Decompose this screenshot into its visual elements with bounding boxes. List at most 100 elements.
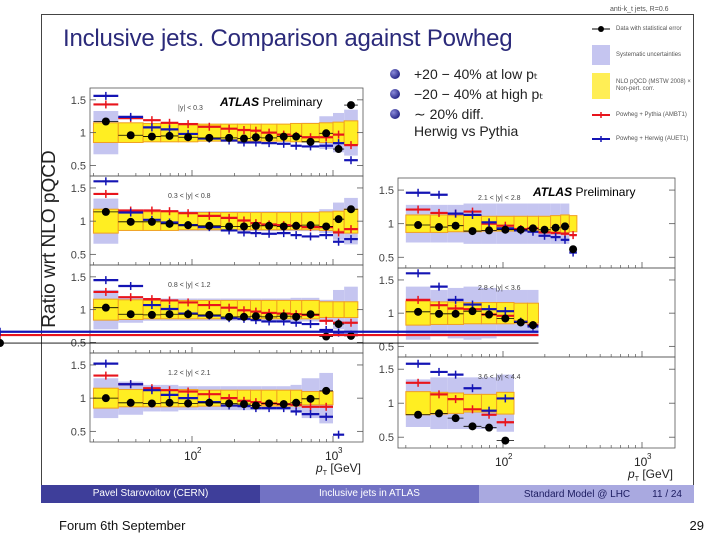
- data-point: [251, 133, 260, 142]
- data-point: [239, 222, 248, 231]
- x-axis-unit: [GeV]: [639, 467, 673, 481]
- data-point: [485, 226, 494, 235]
- x-tick-label: 10: [184, 449, 198, 463]
- data-point: [451, 309, 460, 318]
- data-point: [0, 339, 4, 348]
- footer-talk-title: Inclusive jets in ATLAS: [260, 485, 479, 503]
- data-point: [225, 399, 234, 408]
- legend-entry-data: Data with statistical error: [592, 21, 702, 37]
- data-point: [205, 398, 214, 407]
- nlo-band: [332, 301, 345, 319]
- data-point: [184, 399, 193, 408]
- data-point: [501, 436, 510, 445]
- data-point: [334, 215, 343, 224]
- data-point: [414, 307, 423, 316]
- data-point: [528, 224, 537, 233]
- atlas-word: ATLAS: [532, 185, 575, 199]
- nlo-band: [568, 215, 578, 233]
- x-tick-label: 10: [325, 449, 339, 463]
- data-point: [334, 145, 343, 154]
- data-point: [239, 134, 248, 143]
- panel-rapidity-label: 0.3 < |y| < 0.8: [168, 193, 211, 200]
- data-point: [346, 101, 355, 110]
- data-point: [292, 132, 301, 141]
- bullet-icon: [390, 89, 400, 99]
- data-point: [451, 414, 460, 423]
- bullet-item: ∼ 20% diff. Herwig vs Pythia: [388, 106, 588, 140]
- data-point: [540, 225, 549, 234]
- data-point: [251, 312, 260, 321]
- data-point: [435, 223, 444, 232]
- data-point: [165, 131, 174, 140]
- data-point: [435, 409, 444, 418]
- footer-conference: Standard Model @ LHC: [523, 488, 631, 500]
- data-point: [292, 398, 301, 407]
- x-axis-subscript: T: [323, 470, 328, 477]
- panel-frame: [397, 356, 676, 449]
- data-point: [516, 225, 525, 234]
- page-caption: Forum 6th September: [59, 518, 186, 533]
- data-point: [165, 219, 174, 228]
- legend-entry-syst: Systematic uncertainties: [592, 45, 702, 65]
- data-point: [501, 225, 510, 234]
- data-point: [306, 221, 315, 230]
- y-tick-label: 0.5: [71, 249, 86, 261]
- panel-rapidity-label: |y| < 0.3: [178, 105, 203, 112]
- slide-title: Inclusive jets. Comparison against Powhe…: [63, 25, 513, 52]
- data-point: [265, 133, 274, 142]
- nlo-band: [343, 301, 359, 319]
- slide-footer: Pavel Starovoitov (CERN) Inclusive jets …: [41, 485, 694, 503]
- data-point: [101, 207, 110, 216]
- panel-rapidity-label: 2.8 < |y| < 3.6: [478, 285, 521, 292]
- x-tick-label: 10: [634, 455, 648, 469]
- legend-label: Systematic uncertainties: [616, 51, 682, 58]
- legend-label: Powheg + Herwig (AUET1): [616, 135, 689, 142]
- data-point: [184, 310, 193, 319]
- data-point: [239, 312, 248, 321]
- y-tick-label: 0.5: [71, 426, 86, 438]
- data-point: [322, 332, 331, 341]
- y-tick-label: 1.5: [71, 360, 86, 372]
- data-point: [468, 422, 477, 431]
- y-tick-label: 0.5: [379, 341, 394, 353]
- nlo-band: [343, 120, 359, 145]
- nlo-band: [318, 301, 334, 319]
- data-point: [279, 132, 288, 141]
- nlo-band: [92, 122, 119, 143]
- data-point: [126, 310, 135, 319]
- bullet-text: +20 − 40% at low pₜ: [414, 66, 538, 82]
- slide-frame: [41, 14, 694, 503]
- data-point: [251, 401, 260, 410]
- data-point: [205, 133, 214, 142]
- atlas-preliminary-label: ATLAS Preliminary: [219, 95, 322, 109]
- data-point: [334, 320, 343, 329]
- data-point: [126, 398, 135, 407]
- data-point: [322, 386, 331, 395]
- data-point: [414, 221, 423, 230]
- data-point: [468, 307, 477, 316]
- x-axis-label: pT [GeV]: [627, 467, 673, 483]
- data-point: [306, 394, 315, 403]
- data-point: [292, 221, 301, 230]
- y-tick-label: 1.5: [71, 272, 86, 284]
- data-point: [451, 221, 460, 230]
- bullet-icon: [390, 109, 400, 119]
- data-point: [126, 131, 135, 140]
- data-point: [101, 303, 110, 312]
- y-tick-label: 1.5: [71, 95, 86, 107]
- preliminary-word: Preliminary: [575, 185, 635, 199]
- data-point: [205, 310, 214, 319]
- x-axis-symbol: p: [315, 461, 323, 475]
- data-point: [485, 310, 494, 319]
- y-tick-label: 1: [388, 398, 394, 410]
- data-point: [184, 221, 193, 230]
- y-tick-label: 0.5: [379, 432, 394, 444]
- bullet-icon: [390, 69, 400, 79]
- pythia-marker-icon: [592, 107, 610, 123]
- legend-label: NLO pQCD (MSTW 2008) × Non-pert. corr.: [616, 79, 691, 92]
- y-tick-label: 1.5: [379, 275, 394, 287]
- data-point: [414, 410, 423, 419]
- data-point: [126, 217, 135, 226]
- data-point: [205, 221, 214, 230]
- legend-label: Powheg + Pythia (AMBT1): [616, 111, 687, 118]
